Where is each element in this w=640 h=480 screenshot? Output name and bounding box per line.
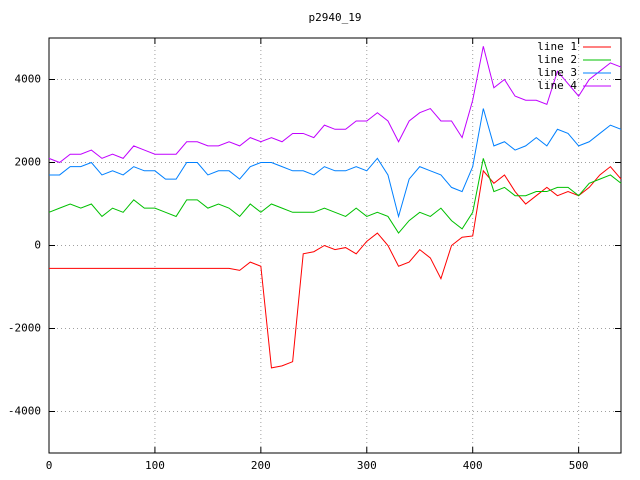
legend-label: line 4 [537,79,577,92]
series-line [48,46,622,164]
series-line [49,108,622,219]
y-tick-label: -2000 [8,322,41,335]
x-tick-label: 100 [145,459,165,472]
legend-label: line 2 [537,53,577,66]
chart-title: p2940_19 [309,11,362,24]
y-tick-label: 0 [34,239,41,252]
series-line [49,165,622,369]
x-tick-label: 300 [357,459,377,472]
x-tick-label: 500 [569,459,589,472]
legend-label: line 3 [537,66,577,79]
y-tick-label: 4000 [15,73,42,86]
y-tick-label: -4000 [8,405,41,418]
x-tick-label: 0 [46,459,53,472]
y-tick-label: 2000 [15,156,42,169]
legend-label: line 1 [537,40,577,53]
x-tick-label: 400 [463,459,483,472]
series-line [48,158,622,234]
plot-frame [48,37,622,454]
x-tick-label: 200 [251,459,271,472]
